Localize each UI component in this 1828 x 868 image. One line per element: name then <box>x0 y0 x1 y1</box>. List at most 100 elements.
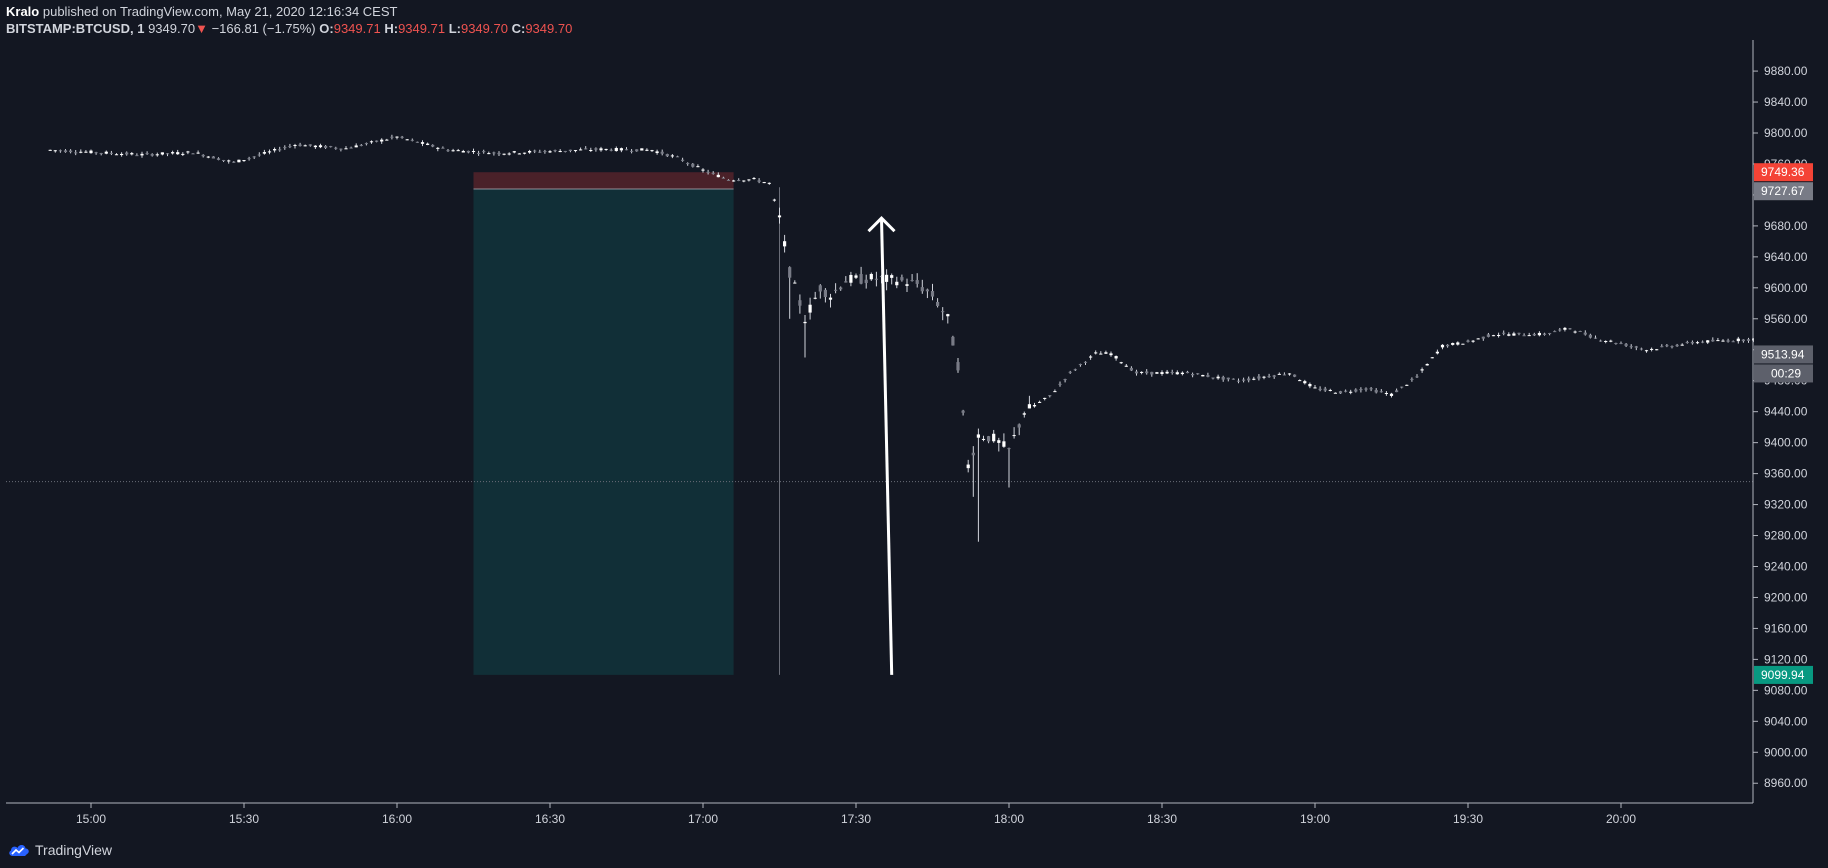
candle <box>1752 338 1756 343</box>
candle-body <box>1568 328 1572 330</box>
arrow-shaft <box>880 218 894 675</box>
candle <box>293 143 297 149</box>
candle <box>89 149 93 154</box>
candle-body <box>854 275 858 278</box>
symbol-name[interactable]: BITSTAMP:BTCUSD, 1 <box>6 21 145 36</box>
candle-body <box>477 152 481 154</box>
candle <box>920 279 924 294</box>
candle-body <box>395 136 399 138</box>
candle <box>1741 339 1745 343</box>
candle <box>1083 361 1088 365</box>
candle-body <box>1578 330 1582 332</box>
price-chart[interactable]: 9880.009840.009800.009760.009720.009680.… <box>0 0 1828 835</box>
candle-body <box>1216 376 1220 379</box>
candle <box>1650 347 1654 352</box>
candle <box>721 176 725 179</box>
candle <box>466 150 470 154</box>
candle-body <box>1170 372 1174 374</box>
y-tick-label: 9640.00 <box>1764 250 1808 264</box>
candle-body <box>1701 341 1705 343</box>
candle-body <box>772 199 776 201</box>
candle <box>58 149 62 153</box>
candle-body <box>640 148 644 151</box>
x-tick-label: 16:00 <box>382 812 412 826</box>
candle-body <box>706 171 710 173</box>
candle-body <box>1466 340 1470 342</box>
candle-body <box>267 151 272 153</box>
candle-body <box>635 149 639 152</box>
candle <box>732 179 736 182</box>
candle-body <box>1063 378 1067 381</box>
candle <box>1522 333 1526 337</box>
candle-body <box>1338 391 1343 394</box>
candle <box>818 284 822 299</box>
candle-body <box>1726 340 1730 342</box>
candle-body <box>1236 380 1241 382</box>
price-label-bg <box>1754 163 1813 182</box>
candle <box>191 153 195 155</box>
candle <box>777 207 782 224</box>
y-tick-label: 9120.00 <box>1764 652 1808 666</box>
candle-body <box>563 150 567 152</box>
ohlc-high-key: H: <box>384 21 399 36</box>
candle-body <box>1191 373 1195 376</box>
candle-body <box>1609 340 1613 342</box>
candle-body <box>1272 375 1276 377</box>
candle <box>1716 337 1720 342</box>
candle <box>1711 337 1715 342</box>
candle-body <box>1548 333 1552 335</box>
candle <box>1420 367 1424 373</box>
price-label: 9513.94 00:29 <box>1754 345 1813 383</box>
x-tick-label: 18:30 <box>1147 812 1177 826</box>
candle-body <box>160 152 164 155</box>
candle <box>1027 395 1031 409</box>
candle <box>1706 340 1710 345</box>
candle-body <box>1665 345 1669 347</box>
candle <box>283 145 287 150</box>
candle <box>788 266 792 319</box>
candle <box>1073 368 1077 371</box>
candle <box>711 171 715 175</box>
candle-body <box>1680 344 1684 346</box>
candle <box>1726 338 1730 343</box>
chart-footer: TradingView <box>0 835 1828 868</box>
ohlc-open-key: O: <box>319 21 334 36</box>
candle-body <box>905 284 909 286</box>
candle-body <box>1660 346 1664 348</box>
candle <box>1374 388 1378 394</box>
candle-body <box>1476 338 1480 340</box>
candle <box>242 159 246 162</box>
price-label-text: 9749.36 <box>1761 165 1805 179</box>
candle-body <box>1134 371 1139 374</box>
candle-body <box>385 139 389 141</box>
candle <box>385 138 389 141</box>
candle-body <box>1165 371 1169 374</box>
candle <box>1593 335 1598 339</box>
candle <box>675 155 680 158</box>
candle-body <box>1721 340 1725 342</box>
symbol-legend: BITSTAMP:BTCUSD, 1 9349.70▼ −166.81 (−1.… <box>6 21 572 36</box>
candle-body <box>1242 379 1246 381</box>
candle <box>854 273 858 280</box>
candle-body <box>273 149 277 151</box>
candle <box>1609 339 1613 343</box>
candle <box>1731 340 1735 343</box>
tradingview-logo[interactable]: TradingView <box>8 842 112 858</box>
candle-body <box>1058 383 1062 385</box>
candle-body <box>145 153 149 155</box>
x-tick-label: 19:00 <box>1300 812 1330 826</box>
target-zone <box>473 188 734 675</box>
author-name[interactable]: Kralo <box>6 4 40 19</box>
candle-body <box>1731 341 1735 343</box>
candle <box>619 147 623 153</box>
candle <box>1119 361 1123 364</box>
candle <box>1191 372 1195 378</box>
candle-body <box>1349 391 1353 393</box>
candle-body <box>1155 372 1159 374</box>
candle <box>1466 339 1470 343</box>
candle-body <box>675 156 680 158</box>
x-tick-label: 19:30 <box>1453 812 1483 826</box>
candle-body <box>1277 373 1281 375</box>
candle <box>1129 366 1133 372</box>
candle-body <box>752 178 756 180</box>
